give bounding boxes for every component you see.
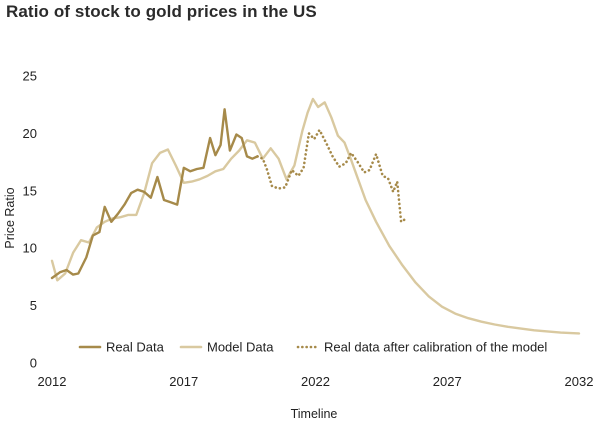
x-tick-label: 2012: [38, 374, 67, 389]
legend-label: Model Data: [207, 340, 274, 355]
y-tick-label: 5: [30, 298, 37, 313]
x-tick-label: 2022: [301, 374, 330, 389]
x-tick-label: 2017: [169, 374, 198, 389]
y-tick-label: 20: [23, 126, 37, 141]
y-axis-title: Price Ratio: [3, 187, 17, 248]
series-line-model-data: [50, 97, 581, 335]
x-axis-title: Timeline: [291, 407, 338, 421]
y-axis-ticks: 0 5 10 15 20 25: [23, 69, 37, 371]
series-line-calibrated-real-data: [256, 128, 408, 224]
y-tick-label: 0: [30, 356, 37, 371]
x-tick-label: 2027: [433, 374, 462, 389]
x-axis-ticks: 2012 2017 2022 2027 2032: [38, 374, 594, 389]
chart-title: Ratio of stock to gold prices in the US: [6, 2, 317, 21]
series-layer: [50, 97, 581, 335]
series-line-real-data: [50, 108, 259, 280]
y-tick-label: 10: [23, 241, 37, 256]
x-tick-label: 2032: [565, 374, 594, 389]
legend: Real Data Model Data Real data after calib…: [78, 340, 547, 355]
y-tick-label: 15: [23, 183, 37, 198]
legend-label: Real Data: [106, 340, 165, 355]
y-tick-label: 25: [23, 69, 37, 84]
legend-label: Real data after calibration of the model: [324, 340, 547, 355]
